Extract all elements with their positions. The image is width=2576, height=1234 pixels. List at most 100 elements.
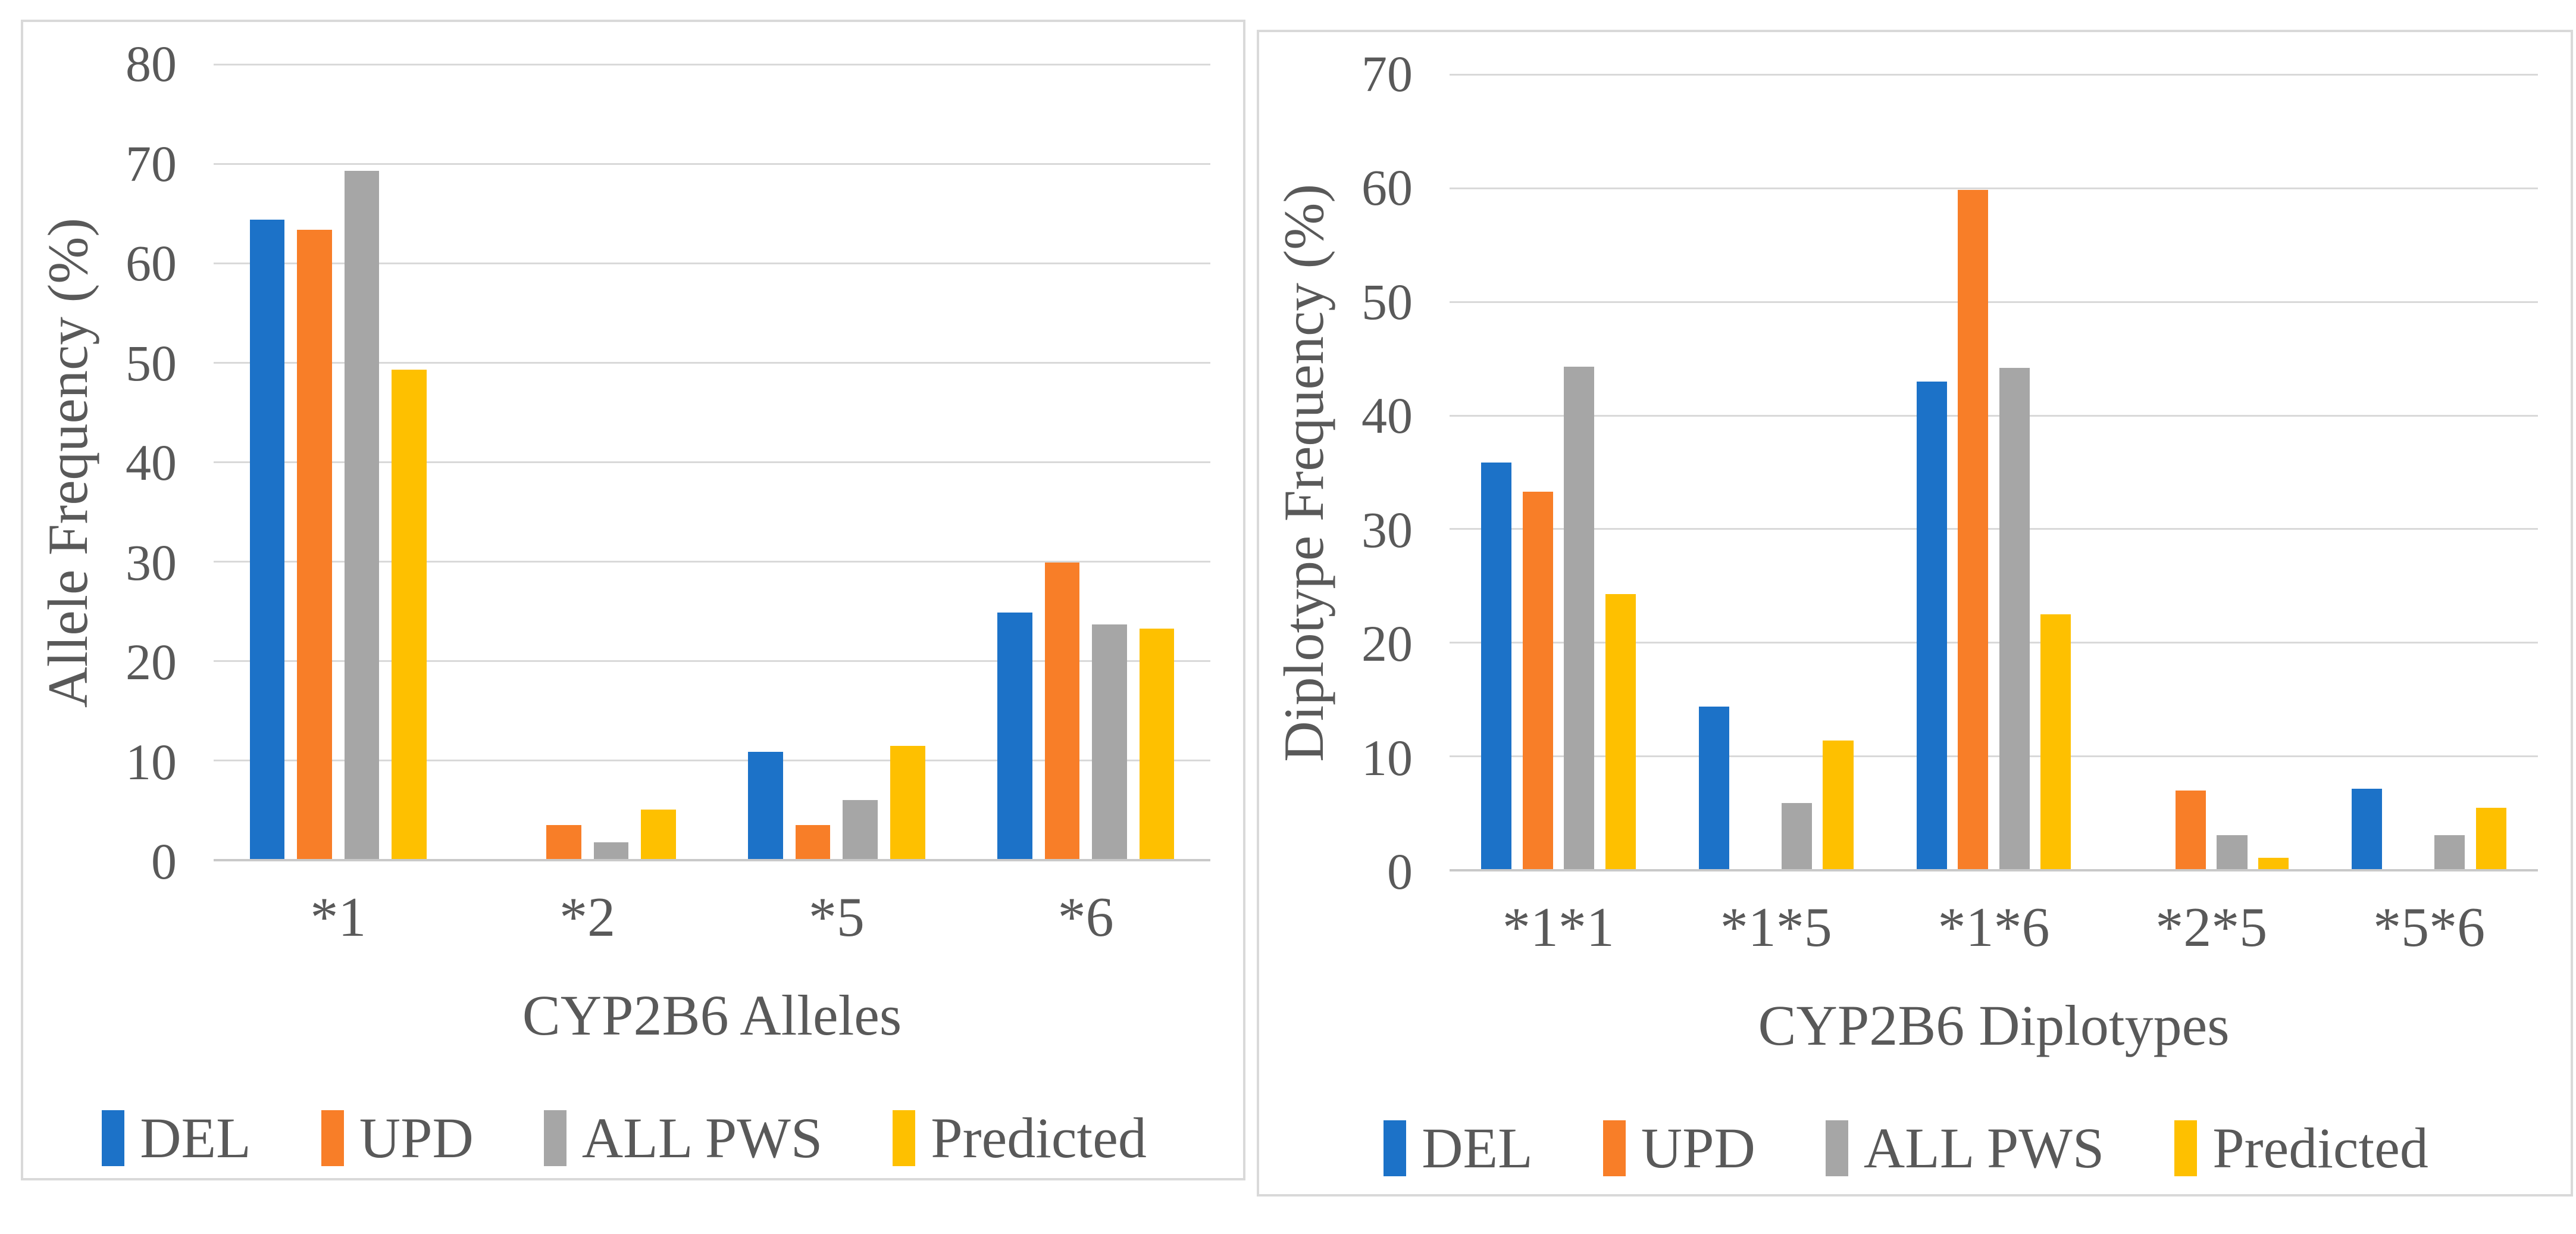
bar-group-*5 (712, 64, 962, 859)
legend-item-UPD: UPD (321, 1105, 474, 1171)
bar-groups (214, 64, 1210, 859)
y-axis-title-cell: Diplotype Frequency (%) (1268, 74, 1339, 871)
bar-Predicted-*2*5 (2258, 857, 2289, 869)
y-tick-label: 70 (1361, 45, 1413, 102)
diplotype-chart-panel: Diplotype Frequency (%) 0 10 20 30 40 50 60 70 … (1257, 30, 2573, 1196)
y-tick-label: 40 (1361, 387, 1413, 445)
bar-ALL-PWS-*2*5 (2217, 835, 2248, 869)
x-axis-title: CYP2B6 Alleles (522, 983, 902, 1048)
y-axis-title: Diplotype Frequency (%) (1272, 183, 1335, 762)
gridline (1450, 755, 2538, 758)
bar-ALL-PWS-*1*5 (1781, 803, 1813, 869)
legend-swatch-icon (543, 1110, 566, 1166)
x-axis-title: CYP2B6 Diplotypes (1758, 994, 2230, 1058)
gridline (214, 263, 1210, 264)
legend-swatch-icon (893, 1110, 916, 1166)
gridline (1450, 187, 2538, 189)
y-tick-label: 0 (1387, 843, 1413, 900)
bar-UPD-*1*1 (1522, 492, 1553, 869)
y-tick-label: 10 (1361, 729, 1413, 786)
category-label: *2*5 (2155, 896, 2268, 958)
bar-ALL-PWS-*1*1 (1564, 367, 1595, 869)
diplotype-chart: Diplotype Frequency (%) 0 10 20 30 40 50 60 70 … (1259, 32, 2571, 1194)
plot-area (1450, 74, 2538, 871)
bar-ALL-PWS-*2 (593, 842, 629, 859)
legend-label: Predicted (931, 1106, 1147, 1170)
y-tick-label: 60 (1361, 159, 1413, 217)
bar-Predicted-*1*5 (1823, 741, 1854, 869)
plot-area (214, 64, 1210, 861)
bar-group-*2*5 (2102, 74, 2320, 869)
bar-Predicted-*6 (1139, 628, 1175, 859)
gridline (214, 362, 1210, 364)
x-axis-tick-labels: *1 *2 *5 *6 (214, 885, 1210, 949)
legend-label: Predicted (2212, 1116, 2428, 1180)
legend-item-ALL-PWS: ALL PWS (543, 1105, 823, 1171)
gridline (1450, 528, 2538, 530)
gridline (214, 163, 1210, 165)
category-label: *6 (1057, 886, 1114, 948)
legend-label: ALL PWS (581, 1106, 823, 1170)
bar-UPD-*1*6 (1958, 189, 1989, 869)
bar-ALL-PWS-*6 (1092, 624, 1127, 859)
bar-group-*6 (961, 64, 1210, 859)
legend-item-Predicted: Predicted (893, 1105, 1147, 1171)
bar-group-*1*1 (1450, 74, 1667, 869)
bar-DEL-*5*6 (2352, 788, 2383, 869)
bar-Predicted-*1*6 (2040, 614, 2071, 869)
legend-item-UPD: UPD (1602, 1115, 1755, 1181)
category-label: *1*5 (1720, 896, 1832, 958)
category-label: *5*6 (2373, 896, 2486, 958)
bar-UPD-*2 (546, 825, 581, 859)
bar-UPD-*1 (297, 229, 332, 859)
bar-DEL-*1*1 (1481, 462, 1512, 869)
legend-swatch-icon (2174, 1120, 2198, 1176)
bar-DEL-*1*5 (1698, 707, 1730, 869)
gridline (1450, 74, 2538, 76)
bar-DEL-*1*6 (1916, 382, 1947, 869)
bar-ALL-PWS-*1*6 (1999, 368, 2030, 869)
category-label: *1*1 (1502, 896, 1614, 958)
legend-item-Predicted: Predicted (2174, 1115, 2428, 1181)
bar-UPD-*6 (1044, 563, 1080, 859)
figure-two-bar-charts: Allele Frequency (%) 0 10 20 30 40 50 60 70 80 *… (21, 20, 2573, 1196)
y-tick-label: 30 (126, 533, 177, 591)
bar-groups (1450, 74, 2538, 869)
legend-item-DEL: DEL (102, 1105, 251, 1171)
gridline (214, 561, 1210, 563)
bar-group-*5*6 (2320, 74, 2538, 869)
bar-UPD-*2*5 (2175, 791, 2206, 869)
bar-ALL-PWS-*1 (344, 171, 380, 859)
allele-chart-panel: Allele Frequency (%) 0 10 20 30 40 50 60 70 80 *… (21, 20, 1245, 1180)
bar-group-*1*6 (1885, 74, 2103, 869)
legend-swatch-icon (1384, 1120, 1407, 1176)
y-tick-label: 10 (126, 733, 177, 791)
y-axis-tick-labels: 0 10 20 30 40 50 60 70 (1339, 48, 1450, 897)
bar-UPD-*5 (795, 825, 831, 859)
gridline (214, 760, 1210, 761)
bar-DEL-*1 (249, 220, 285, 859)
y-tick-label: 50 (126, 334, 177, 392)
legend: DEL UPD ALL PWS Predicted (32, 1105, 1216, 1171)
legend: DEL UPD ALL PWS Predicted (1268, 1115, 2544, 1181)
bar-group-*1*5 (1667, 74, 1885, 869)
category-label: *1 (310, 886, 367, 948)
y-tick-label: 50 (1361, 273, 1413, 330)
bar-ALL-PWS-*5 (843, 800, 878, 859)
legend-label: UPD (1641, 1116, 1755, 1180)
x-axis-tick-labels: *1*1 *1*5 *1*6 *2*5 *5*6 (1450, 895, 2538, 960)
category-label: *1*6 (1938, 896, 2050, 958)
legend-swatch-icon (1602, 1120, 1626, 1176)
bar-group-*1 (214, 64, 463, 859)
y-tick-label: 80 (126, 35, 177, 92)
legend-swatch-icon (321, 1110, 344, 1166)
bar-Predicted-*2 (641, 809, 676, 859)
allele-chart: Allele Frequency (%) 0 10 20 30 40 50 60 70 80 *… (23, 22, 1243, 1178)
gridline (214, 461, 1210, 463)
gridline (1450, 301, 2538, 303)
bar-Predicted-*1*1 (1605, 594, 1636, 869)
legend-item-DEL: DEL (1384, 1115, 1533, 1181)
legend-label: UPD (359, 1106, 474, 1170)
gridline (1450, 642, 2538, 644)
legend-item-ALL-PWS: ALL PWS (1825, 1115, 2104, 1181)
